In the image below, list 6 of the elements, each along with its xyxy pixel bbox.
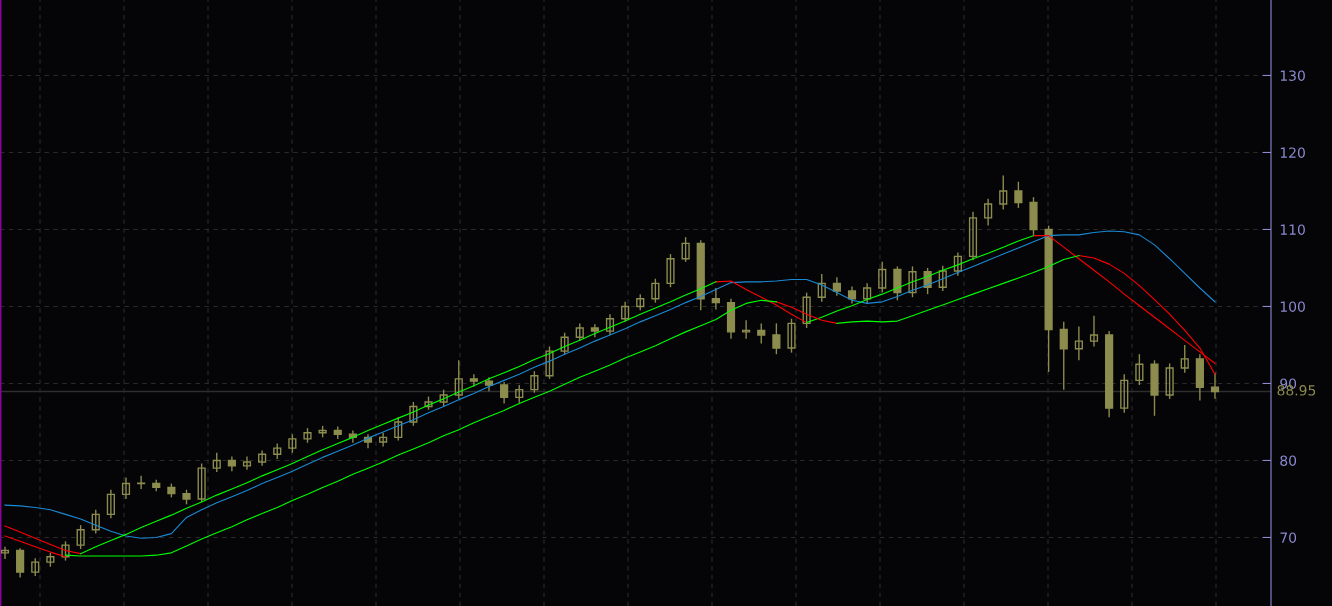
y-tick-label: 130 <box>1280 70 1305 81</box>
y-tick-label: 110 <box>1280 224 1305 235</box>
y-tick-label: 80 <box>1280 455 1297 466</box>
y-tick-label: 120 <box>1280 147 1305 158</box>
y-tick-label: 70 <box>1280 532 1297 543</box>
y-tick-label: 100 <box>1280 301 1305 312</box>
